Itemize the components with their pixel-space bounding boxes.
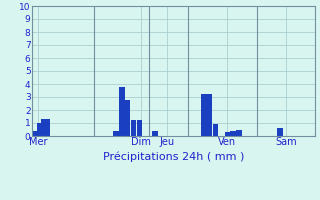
Bar (119, 87, 124, 136)
Bar (137, 120, 142, 136)
Bar (230, 131, 236, 136)
Bar (207, 94, 212, 136)
Bar (225, 132, 230, 136)
Bar (201, 94, 207, 136)
Bar (236, 130, 242, 136)
X-axis label: Précipitations 24h ( mm ): Précipitations 24h ( mm ) (103, 152, 244, 162)
Bar (45, 119, 50, 136)
Bar (37, 123, 43, 136)
Bar (113, 131, 119, 136)
Bar (152, 131, 158, 136)
Bar (131, 120, 136, 136)
Bar (125, 100, 131, 136)
Bar (31, 131, 37, 136)
Bar (41, 119, 46, 136)
Bar (213, 124, 218, 136)
Bar (277, 128, 283, 136)
